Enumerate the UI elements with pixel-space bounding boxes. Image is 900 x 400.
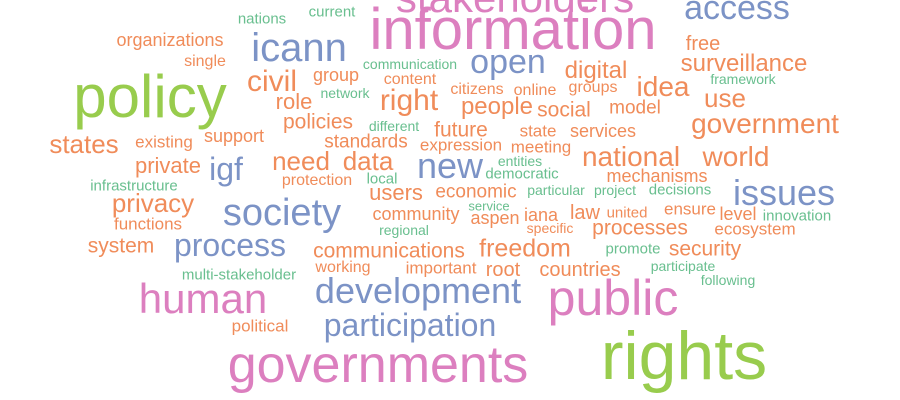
word-igf: igf	[209, 151, 243, 187]
word-participation: participation	[323, 307, 497, 343]
word-rights: rights	[600, 318, 768, 394]
word-support: support	[203, 126, 265, 146]
word-current: current	[308, 3, 356, 21]
word-state: state	[519, 121, 557, 141]
word-role: role	[275, 89, 313, 114]
word-use: use	[704, 83, 746, 113]
word-standards: standards	[324, 131, 408, 153]
word-need: need	[272, 146, 330, 176]
word-communications: communications	[313, 239, 465, 263]
word-users: users	[369, 180, 423, 205]
word-service: service	[468, 198, 510, 214]
word-processes: processes	[592, 216, 688, 240]
word-development: development	[314, 270, 522, 311]
word-law: law	[569, 202, 601, 224]
word-process: process	[173, 227, 287, 263]
word-civil: civil	[247, 65, 297, 98]
word-local: local	[366, 170, 398, 188]
word-access: access	[684, 0, 790, 27]
word-ecosystem: ecosystem	[714, 219, 796, 239]
word-content: content	[383, 71, 437, 88]
word-level: level	[719, 204, 757, 224]
word-citizens: citizens	[450, 81, 504, 98]
word-surveillance: surveillance	[680, 50, 808, 77]
word-groups: groups	[568, 79, 618, 96]
word-organizations: organizations	[116, 30, 224, 50]
word-existing: existing	[135, 132, 193, 152]
word-multi-stakeholder: multi-stakeholder	[181, 266, 297, 284]
word-society: society	[222, 192, 342, 234]
word-national: national	[581, 141, 681, 172]
word-innovation: innovation	[762, 207, 832, 225]
word-nations: nations	[237, 10, 287, 28]
word-democratic: democratic	[485, 165, 559, 183]
word-participate: participate	[650, 258, 716, 274]
word-governments: governments	[227, 336, 529, 394]
word-network: network	[320, 85, 370, 101]
word-online: online	[513, 82, 557, 99]
word-open: open	[470, 43, 546, 81]
word-icann: icann	[251, 26, 347, 70]
word-government: government	[691, 108, 839, 139]
word-system: system	[87, 234, 155, 258]
word-important: important	[405, 258, 477, 278]
word-functions: functions	[113, 214, 183, 234]
word-privacy: privacy	[111, 188, 195, 218]
word-freedom: freedom	[479, 234, 571, 263]
word-data: data	[342, 146, 394, 176]
word-infrastructure: infrastructure	[90, 177, 178, 195]
word-right: right	[379, 84, 439, 117]
word-digital: digital	[564, 57, 628, 84]
word-ensure: ensure	[664, 199, 716, 219]
word-specific: specific	[526, 220, 574, 236]
word-communication: communication	[362, 56, 458, 72]
word-free: free	[685, 33, 721, 55]
word-people: people	[460, 93, 534, 120]
word-framework: framework	[710, 71, 776, 87]
word-project: project	[593, 182, 637, 198]
word-security: security	[668, 237, 742, 261]
word-promote: promote	[605, 240, 661, 258]
word-stakeholders: stakeholders	[396, 0, 634, 19]
word-public: public	[547, 270, 679, 326]
word-information: information	[369, 0, 657, 62]
word-expression: expression	[419, 135, 503, 155]
word-working: working	[315, 259, 371, 276]
word-issues: issues	[732, 172, 836, 213]
word-root: root	[485, 259, 521, 281]
word-policy: policy	[73, 63, 227, 130]
word-united: united	[606, 204, 648, 222]
word-iana: iana	[523, 205, 559, 225]
word-aspen: aspen	[470, 208, 520, 228]
word-following: following	[700, 272, 756, 288]
word-states: states	[49, 129, 119, 159]
word-model: model	[609, 97, 661, 119]
word-different: different	[368, 118, 420, 134]
word-decisions: decisions	[648, 181, 712, 199]
word-community: community	[372, 204, 460, 224]
word-meeting: meeting	[510, 137, 572, 157]
word-private: private	[134, 153, 202, 178]
word-mechanisms: mechanisms	[606, 166, 708, 186]
word-political: political	[231, 316, 289, 336]
word-group: group	[312, 65, 360, 85]
word-social: social	[537, 98, 591, 122]
word-policies: policies	[282, 110, 354, 134]
word-particular: particular	[527, 182, 585, 198]
word-entities: entities	[497, 153, 543, 169]
word-countries: countries	[539, 259, 621, 281]
word-new: new	[416, 145, 484, 186]
word-regional: regional	[379, 222, 429, 238]
word-idea: idea	[636, 71, 690, 102]
word-services: services	[569, 121, 637, 141]
word-future: future	[434, 118, 488, 142]
word-single: single	[184, 53, 226, 70]
word-economic: economic	[435, 181, 517, 203]
word-world: world	[702, 141, 770, 172]
word-human: human	[138, 275, 268, 322]
word-protection: protection	[281, 172, 353, 189]
